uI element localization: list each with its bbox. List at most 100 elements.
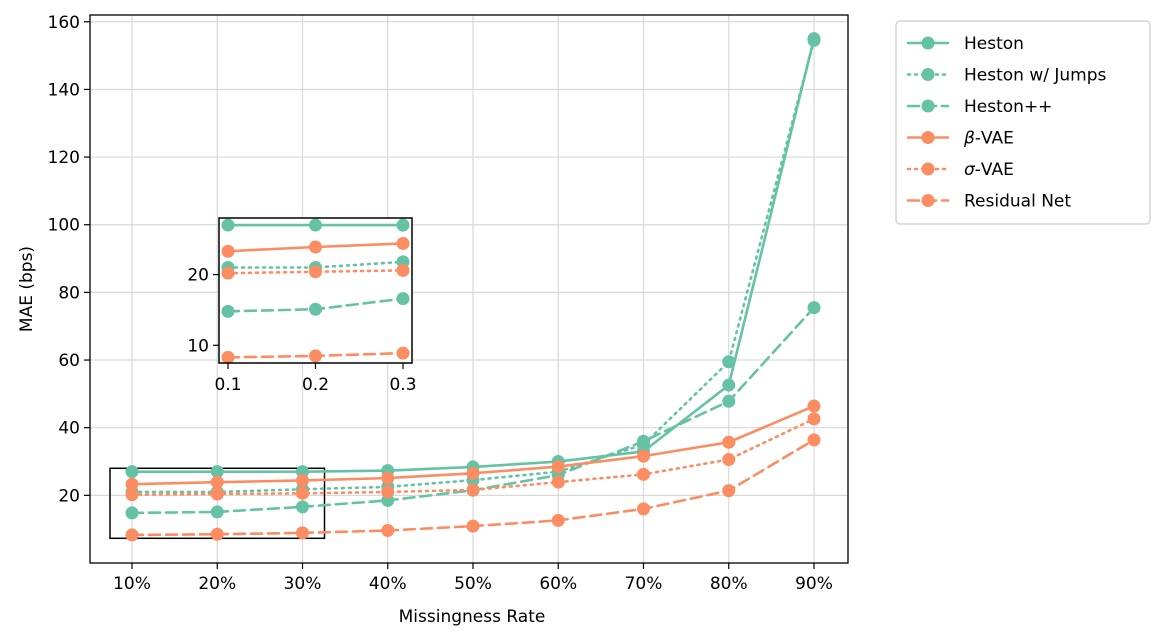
- data-point: [722, 378, 736, 392]
- legend-item: Heston: [906, 34, 1024, 54]
- data-point: [210, 475, 224, 489]
- x-tick-label: 10%: [113, 574, 151, 594]
- legend-swatch-marker: [921, 36, 935, 50]
- y-tick-label: 160: [48, 13, 80, 33]
- legend-swatch-marker: [921, 194, 935, 207]
- inset-data-point: [396, 346, 410, 360]
- data-point: [722, 435, 736, 449]
- data-point: [125, 465, 139, 479]
- inset-data-point: [309, 218, 322, 232]
- data-point: [807, 33, 821, 47]
- data-point: [637, 502, 650, 516]
- inset-data-point: [396, 263, 410, 277]
- series--vae: [125, 412, 821, 502]
- data-point: [466, 519, 480, 533]
- data-point: [807, 399, 821, 413]
- data-point: [637, 449, 650, 463]
- inset-data-point: [309, 240, 322, 254]
- series--vae: [125, 399, 821, 491]
- legend-label: Heston w/ Jumps: [964, 66, 1107, 86]
- inset-zoom-chart: 0.1 0.2 0.3 10 20: [187, 217, 417, 395]
- inset-x-tick-label: 0.2: [302, 375, 329, 395]
- data-point: [125, 506, 139, 520]
- data-point: [381, 485, 395, 499]
- series-layer: [125, 32, 821, 542]
- inset-series: [221, 263, 410, 280]
- data-point: [722, 484, 736, 498]
- series-line: [130, 417, 816, 496]
- legend-label: Heston: [964, 34, 1024, 54]
- data-point: [210, 465, 224, 479]
- series-residual-net: [125, 433, 821, 542]
- y-tick-label: 100: [48, 216, 80, 236]
- inset-series-line: [226, 269, 405, 275]
- x-axis-label: Missingness Rate: [399, 607, 546, 627]
- inset-y-tick-label: 10: [187, 336, 209, 356]
- data-point: [125, 477, 139, 491]
- data-point: [296, 473, 309, 487]
- data-point: [807, 412, 821, 426]
- data-point: [722, 394, 736, 408]
- axis-ticks: 10% 20% 30% 40% 50% 60% 70% 80% 90% 20 40 60 80 100 12…: [48, 13, 833, 594]
- y-tick-label: 80: [58, 283, 80, 303]
- inset-data-point: [309, 265, 322, 279]
- data-point: [296, 526, 309, 540]
- legend-label: Residual Net: [964, 192, 1071, 212]
- inset-data-point: [309, 349, 322, 363]
- inset-series: [221, 292, 410, 318]
- inset-x-tick-label: 0.1: [214, 375, 241, 395]
- grid-lines: [90, 15, 848, 563]
- data-point: [551, 475, 565, 489]
- legend-item: σ-VAE: [906, 160, 1014, 180]
- x-tick-label: 90%: [795, 574, 833, 594]
- data-point: [381, 524, 395, 538]
- data-point: [296, 500, 309, 514]
- inset-data-point: [221, 350, 235, 364]
- legend-frame: [895, 20, 1151, 225]
- data-point: [807, 301, 821, 315]
- legend-swatch-marker: [921, 99, 935, 113]
- x-tick-label: 30%: [284, 574, 322, 594]
- x-tick-label: 70%: [625, 574, 663, 594]
- data-point: [210, 487, 224, 501]
- plot-frame: [89, 14, 849, 564]
- inset-series: [221, 346, 410, 364]
- series-line: [130, 39, 816, 494]
- legend-label: σ-VAE: [964, 160, 1014, 180]
- inset-data-point: [221, 218, 235, 232]
- data-point: [466, 483, 480, 497]
- legend-item: Heston++: [906, 97, 1052, 117]
- inset-y-tick-label: 20: [187, 266, 209, 286]
- data-point: [210, 527, 224, 541]
- inset-data-point: [396, 218, 410, 232]
- x-tick-label: 50%: [454, 574, 492, 594]
- legend-swatch-marker: [921, 131, 935, 144]
- data-point: [722, 452, 736, 466]
- inset-x-tick-label: 0.3: [389, 375, 416, 395]
- data-point: [637, 434, 650, 448]
- inset-data-point: [221, 244, 235, 258]
- legend-item: Residual Net: [906, 192, 1071, 212]
- legend-label: β-VAE: [963, 129, 1014, 149]
- inset-data-point: [221, 304, 235, 318]
- data-point: [551, 460, 565, 474]
- x-tick-label: 40%: [369, 574, 407, 594]
- y-tick-label: 120: [48, 148, 80, 168]
- data-point: [210, 505, 224, 519]
- x-tick-label: 80%: [710, 574, 748, 594]
- x-tick-label: 60%: [539, 574, 577, 594]
- data-point: [125, 488, 139, 502]
- inset-background: [219, 218, 412, 363]
- data-point: [807, 433, 821, 447]
- legend-label: Heston++: [964, 97, 1052, 117]
- data-point: [296, 486, 309, 500]
- inset-series-line: [226, 260, 405, 269]
- y-tick-label: 140: [48, 80, 80, 100]
- y-tick-label: 60: [58, 351, 80, 371]
- legend-swatch-marker: [921, 162, 935, 176]
- legend-item: Heston w/ Jumps: [906, 66, 1107, 86]
- y-axis-label: MAE (bps): [17, 246, 37, 332]
- legend: Heston Heston w/ Jumps Heston++ β-VAE σ-VAE R…: [895, 20, 1151, 225]
- legend-item: β-VAE: [906, 129, 1014, 149]
